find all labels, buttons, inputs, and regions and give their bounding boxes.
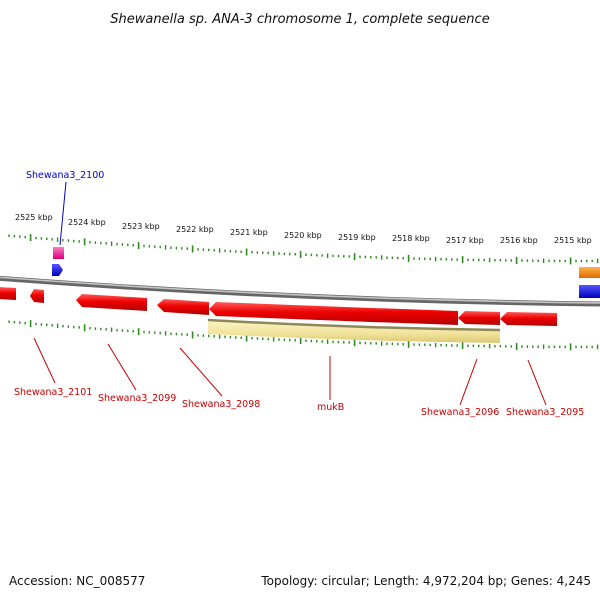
orange-feature[interactable] — [579, 267, 600, 278]
scale-label-2518: 2518 kbp — [392, 234, 430, 243]
callout-line-shewana3-2101 — [33, 337, 56, 384]
genome-summary-text: Topology: circular; Length: 4,972,204 bp… — [261, 574, 591, 588]
scale-label-2520: 2520 kbp — [284, 231, 322, 240]
scale-label-2521: 2521 kbp — [230, 228, 268, 237]
gene-arrow-far-left[interactable] — [0, 287, 16, 300]
scale-label-2516: 2516 kbp — [500, 236, 538, 245]
map-title: Shewanella sp. ANA-3 chromosome 1, compl… — [110, 12, 489, 27]
chromosome-backbone — [0, 275, 600, 307]
scale-label-2524: 2524 kbp — [68, 218, 106, 227]
scale-label-2522: 2522 kbp — [176, 225, 214, 234]
mukb-highlight-feature-edge — [207, 318, 501, 332]
pink-feature[interactable] — [53, 247, 64, 259]
gene-arrow-shewana3-2098[interactable] — [157, 299, 209, 315]
gene-label-shewana3-2101[interactable]: Shewana3_2101 — [14, 387, 92, 398]
gene-label-shewana3-2100[interactable]: Shewana3_2100 — [26, 170, 104, 181]
scale-label-2523: 2523 kbp — [122, 222, 160, 231]
gene-arrow-shewana3-2101[interactable] — [30, 289, 44, 303]
gene-label-shewana3-2096[interactable]: Shewana3_2096 — [421, 407, 499, 418]
blue-feature[interactable] — [579, 285, 600, 298]
callout-line-shewana3-2098 — [179, 347, 223, 397]
callout-line-shewana3-2099 — [107, 343, 137, 391]
gene-arrow-shewana3-2099[interactable] — [76, 294, 147, 311]
chromosome-backbone-highlight — [0, 276, 600, 304]
mukb-highlight-feature[interactable] — [208, 320, 500, 343]
scale-label-2515: 2515 kbp — [554, 236, 592, 245]
callout-line-shewana3-2095 — [527, 359, 547, 406]
gene-label-shewana3-2098[interactable]: Shewana3_2098 — [182, 399, 260, 410]
scale-label-2517: 2517 kbp — [446, 236, 484, 245]
upper-tick-track — [8, 234, 599, 265]
gene-label-mukb[interactable]: mukB — [317, 402, 344, 413]
scale-label-2525: 2525 kbp — [15, 213, 53, 222]
gene-label-shewana3-2099[interactable]: Shewana3_2099 — [98, 393, 176, 404]
gene-arrow-shewana3-2095[interactable] — [500, 312, 557, 326]
scale-label-2519: 2519 kbp — [338, 233, 376, 242]
lower-tick-track — [8, 320, 599, 351]
gene-arrow-shewana3-2096[interactable] — [458, 311, 500, 325]
blue-feature-arrow[interactable] — [52, 264, 63, 276]
accession-text: Accession: NC_008577 — [9, 574, 146, 588]
callout-line-shewana3-2096 — [459, 358, 478, 406]
gene-label-shewana3-2095[interactable]: Shewana3_2095 — [506, 407, 584, 418]
callout-line-shewana3-2100 — [59, 181, 67, 246]
gene-arrow-mukb[interactable] — [209, 302, 458, 325]
